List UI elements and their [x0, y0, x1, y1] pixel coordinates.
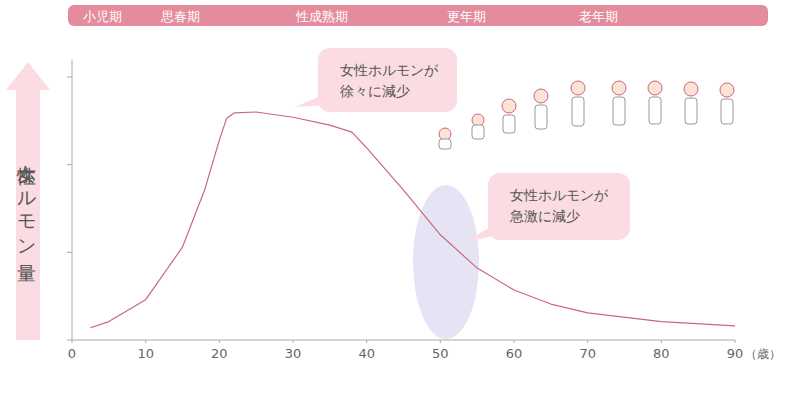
x-axis — [72, 340, 735, 341]
callout-box — [318, 48, 457, 112]
x-tick-label: 60 — [506, 346, 523, 361]
hormone-line — [90, 112, 735, 328]
figure-head — [720, 83, 734, 97]
figure-head — [684, 82, 698, 96]
x-tick — [514, 340, 515, 343]
x-tick-label: 20 — [211, 346, 228, 361]
figure-head — [612, 81, 626, 95]
figure-head — [571, 81, 585, 95]
figure-body — [721, 99, 733, 124]
y-axis-label: 女性ホルモン量 — [17, 150, 39, 282]
y-axis — [72, 59, 73, 340]
figure-head — [534, 89, 548, 103]
annotation-text: 女性ホルモンが — [510, 187, 609, 203]
x-tick-label: 90 — [727, 346, 744, 361]
x-tick-label: 70 — [579, 346, 596, 361]
figure-body — [439, 139, 451, 149]
figure-body — [472, 125, 484, 139]
figure-body — [613, 97, 625, 125]
y-tick — [67, 76, 72, 77]
figure-head — [472, 114, 484, 126]
stage-label: 性成熟期 — [295, 9, 348, 24]
stage-label: 更年期 — [447, 9, 486, 24]
stage-band — [68, 5, 768, 26]
figure-head — [502, 99, 516, 113]
x-tick — [735, 340, 736, 343]
x-tick-label: 40 — [358, 346, 375, 361]
stage-label: 小児期 — [83, 9, 122, 24]
x-tick — [587, 340, 588, 343]
x-tick-label: 0 — [68, 346, 76, 361]
x-tick — [440, 340, 441, 343]
figure-body — [649, 97, 661, 124]
y-tick — [67, 164, 72, 165]
x-tick — [661, 340, 662, 343]
figure-head — [648, 81, 662, 95]
figure-body — [572, 97, 584, 126]
x-tick — [219, 340, 220, 343]
x-tick-label: 30 — [285, 346, 302, 361]
highlight-ellipse — [413, 185, 479, 339]
stage-label: 老年期 — [579, 9, 618, 24]
plot-area — [90, 112, 735, 328]
x-tick-label: 50 — [432, 346, 449, 361]
y-arrow — [6, 62, 50, 340]
callout-box — [488, 173, 630, 240]
figure-body — [503, 115, 515, 133]
x-tick — [72, 340, 73, 343]
figure-body — [535, 105, 547, 129]
stage-label: 思春期 — [160, 9, 200, 24]
x-tick-label: 10 — [137, 346, 154, 361]
y-tick — [67, 340, 72, 341]
x-tick — [145, 340, 146, 343]
annotation-text: 徐々に減少 — [340, 83, 410, 99]
x-tick — [366, 340, 367, 343]
figure-body — [685, 98, 697, 124]
annotation-text: 女性ホルモンが — [340, 62, 439, 78]
x-tick — [293, 340, 294, 343]
figure-head — [439, 128, 451, 140]
x-tick-label: 80 — [653, 346, 670, 361]
x-axis-label: （歳） — [745, 347, 781, 361]
annotation-text: 急激に減少 — [509, 208, 580, 224]
y-tick — [67, 252, 72, 253]
